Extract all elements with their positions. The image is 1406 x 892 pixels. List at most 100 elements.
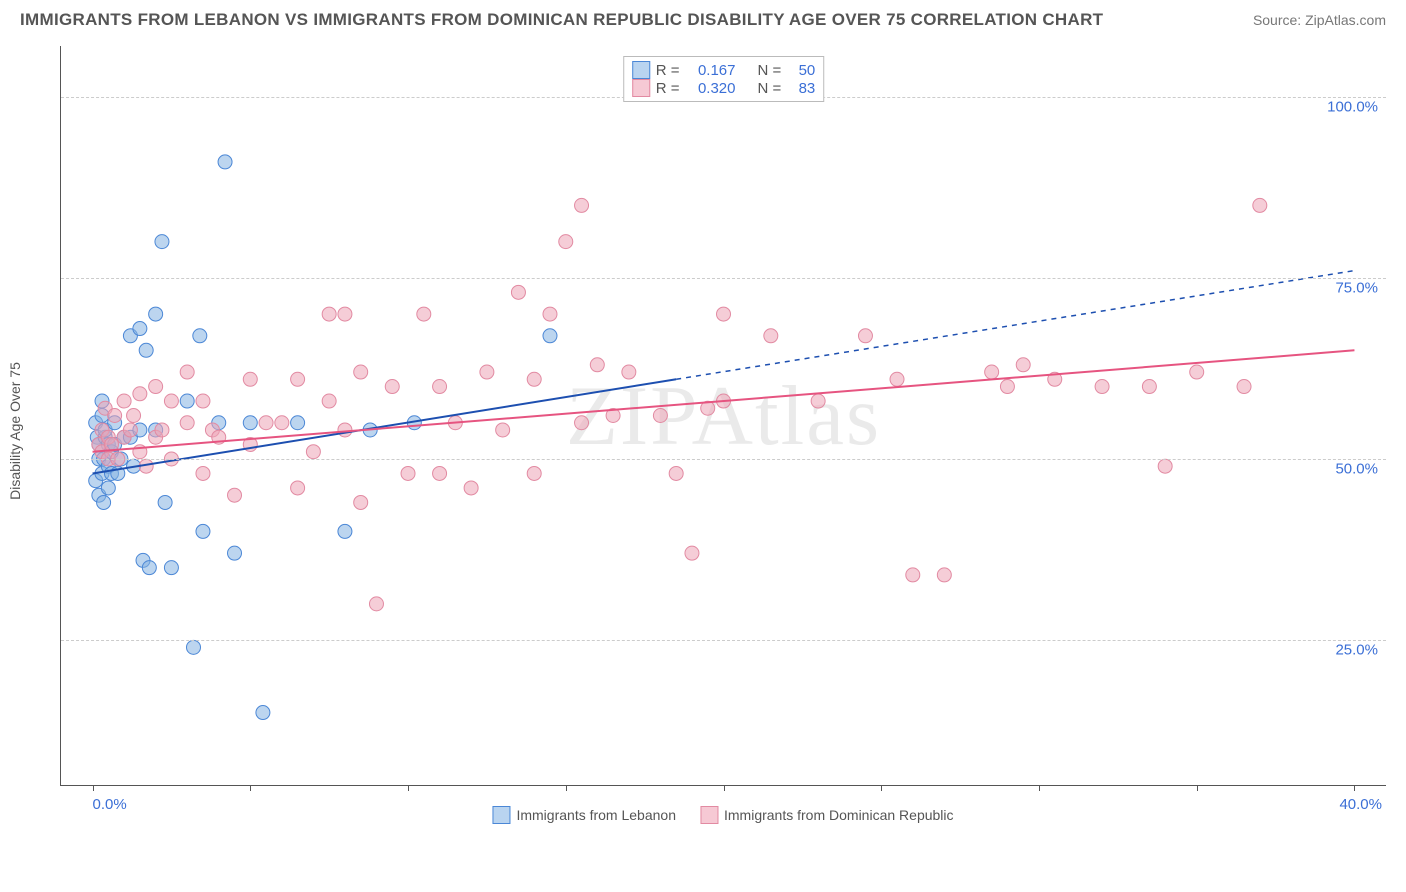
dominican-point bbox=[480, 365, 494, 379]
plot-area: ZIPAtlas R =0.167N =50R =0.320N =83 25.0… bbox=[60, 46, 1386, 786]
lebanon-point bbox=[196, 524, 210, 538]
dominican-point bbox=[385, 380, 399, 394]
legend-swatch bbox=[632, 79, 650, 97]
dominican-point bbox=[543, 307, 557, 321]
y-tick-label: 75.0% bbox=[1335, 279, 1378, 296]
lebanon-point bbox=[291, 416, 305, 430]
legend-r-label: R = bbox=[656, 62, 680, 79]
dominican-point bbox=[717, 307, 731, 321]
x-tick bbox=[566, 785, 567, 791]
dominican-trend-line bbox=[93, 350, 1355, 451]
lebanon-point bbox=[155, 235, 169, 249]
dominican-point bbox=[196, 466, 210, 480]
lebanon-point bbox=[187, 640, 201, 654]
dominican-point bbox=[496, 423, 510, 437]
x-tick bbox=[250, 785, 251, 791]
dominican-point bbox=[354, 365, 368, 379]
dominican-point bbox=[123, 423, 137, 437]
dominican-point bbox=[275, 416, 289, 430]
legend-bottom-label: Immigrants from Lebanon bbox=[516, 807, 676, 823]
dominican-point bbox=[338, 307, 352, 321]
lebanon-point bbox=[543, 329, 557, 343]
dominican-point bbox=[669, 466, 683, 480]
legend-r-value: 0.320 bbox=[686, 80, 736, 97]
legend-swatch bbox=[632, 61, 650, 79]
lebanon-point bbox=[193, 329, 207, 343]
legend-bottom: Immigrants from Lebanon Immigrants from D… bbox=[492, 806, 953, 824]
dominican-point bbox=[401, 466, 415, 480]
dominican-point bbox=[108, 409, 122, 423]
dominican-point bbox=[155, 423, 169, 437]
x-tick bbox=[1197, 785, 1198, 791]
dominican-point bbox=[511, 285, 525, 299]
dominican-point bbox=[259, 416, 273, 430]
dominican-point bbox=[527, 466, 541, 480]
x-tick bbox=[408, 785, 409, 791]
plot-svg bbox=[61, 46, 1386, 785]
y-axis-title: Disability Age Over 75 bbox=[7, 362, 23, 500]
x-tick bbox=[1039, 785, 1040, 791]
lebanon-point bbox=[228, 546, 242, 560]
dominican-point bbox=[243, 372, 257, 386]
x-axis-label-left: 0.0% bbox=[93, 796, 127, 813]
lebanon-point bbox=[139, 343, 153, 357]
lebanon-point bbox=[218, 155, 232, 169]
legend-r-label: R = bbox=[656, 80, 680, 97]
dominican-point bbox=[985, 365, 999, 379]
lebanon-point bbox=[142, 561, 156, 575]
lebanon-trend-dash bbox=[676, 271, 1354, 380]
dominican-point bbox=[127, 409, 141, 423]
dominican-point bbox=[1190, 365, 1204, 379]
legend-n-label: N = bbox=[758, 62, 782, 79]
dominican-point bbox=[369, 597, 383, 611]
legend-top: R = 0.167 N = 50 R = 0.320 N = 83 bbox=[623, 56, 825, 102]
legend-r-value: 0.167 bbox=[686, 62, 736, 79]
dominican-point bbox=[417, 307, 431, 321]
dominican-point bbox=[811, 394, 825, 408]
dominican-point bbox=[180, 416, 194, 430]
source-text: Source: ZipAtlas.com bbox=[1253, 12, 1386, 28]
dominican-point bbox=[575, 416, 589, 430]
grid-line bbox=[61, 459, 1386, 460]
dominican-point bbox=[685, 546, 699, 560]
y-tick-label: 100.0% bbox=[1327, 98, 1378, 115]
x-tick bbox=[881, 785, 882, 791]
dominican-point bbox=[354, 495, 368, 509]
dominican-point bbox=[117, 394, 131, 408]
dominican-point bbox=[133, 387, 147, 401]
dominican-point bbox=[764, 329, 778, 343]
dominican-point bbox=[890, 372, 904, 386]
lebanon-point bbox=[97, 495, 111, 509]
dominican-point bbox=[164, 394, 178, 408]
lebanon-point bbox=[180, 394, 194, 408]
dominican-point bbox=[858, 329, 872, 343]
legend-bottom-item: Immigrants from Lebanon bbox=[492, 806, 676, 824]
dominican-point bbox=[590, 358, 604, 372]
dominican-point bbox=[322, 307, 336, 321]
dominican-point bbox=[322, 394, 336, 408]
legend-swatch bbox=[700, 806, 718, 824]
dominican-point bbox=[464, 481, 478, 495]
chart-title: IMMIGRANTS FROM LEBANON VS IMMIGRANTS FR… bbox=[20, 10, 1103, 30]
grid-line bbox=[61, 640, 1386, 641]
legend-n-label: N = bbox=[758, 80, 782, 97]
dominican-point bbox=[1095, 380, 1109, 394]
x-axis-label-right: 40.0% bbox=[1339, 796, 1382, 813]
dominican-point bbox=[1158, 459, 1172, 473]
dominican-point bbox=[180, 365, 194, 379]
x-tick bbox=[724, 785, 725, 791]
y-tick-label: 50.0% bbox=[1335, 460, 1378, 477]
dominican-point bbox=[228, 488, 242, 502]
legend-n-value: 83 bbox=[787, 80, 815, 97]
legend-n-value: 50 bbox=[787, 62, 815, 79]
lebanon-point bbox=[158, 495, 172, 509]
legend-bottom-item: Immigrants from Dominican Republic bbox=[700, 806, 954, 824]
chart-container: Disability Age Over 75 ZIPAtlas R =0.167… bbox=[60, 36, 1386, 826]
dominican-point bbox=[196, 394, 210, 408]
lebanon-point bbox=[243, 416, 257, 430]
legend-top-row: R = 0.167 N = 50 bbox=[632, 61, 816, 79]
legend-top-row: R = 0.320 N = 83 bbox=[632, 79, 816, 97]
lebanon-point bbox=[101, 481, 115, 495]
dominican-point bbox=[291, 372, 305, 386]
dominican-point bbox=[906, 568, 920, 582]
